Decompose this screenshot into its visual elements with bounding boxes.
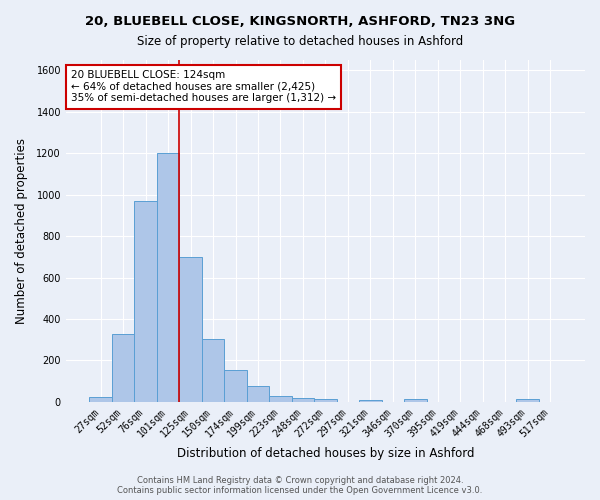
X-axis label: Distribution of detached houses by size in Ashford: Distribution of detached houses by size … <box>176 447 474 460</box>
Bar <box>134 201 157 402</box>
Bar <box>359 400 382 402</box>
Bar <box>224 370 247 402</box>
Bar <box>157 153 179 402</box>
Bar <box>314 399 337 402</box>
Text: 20, BLUEBELL CLOSE, KINGSNORTH, ASHFORD, TN23 3NG: 20, BLUEBELL CLOSE, KINGSNORTH, ASHFORD,… <box>85 15 515 28</box>
Bar <box>179 257 202 402</box>
Bar <box>404 399 427 402</box>
Text: Size of property relative to detached houses in Ashford: Size of property relative to detached ho… <box>137 35 463 48</box>
Text: 20 BLUEBELL CLOSE: 124sqm
← 64% of detached houses are smaller (2,425)
35% of se: 20 BLUEBELL CLOSE: 124sqm ← 64% of detac… <box>71 70 336 104</box>
Bar <box>247 386 269 402</box>
Bar <box>517 400 539 402</box>
Bar <box>269 396 292 402</box>
Bar <box>202 338 224 402</box>
Bar <box>292 398 314 402</box>
Y-axis label: Number of detached properties: Number of detached properties <box>15 138 28 324</box>
Bar <box>89 396 112 402</box>
Bar <box>112 334 134 402</box>
Text: Contains HM Land Registry data © Crown copyright and database right 2024.
Contai: Contains HM Land Registry data © Crown c… <box>118 476 482 495</box>
